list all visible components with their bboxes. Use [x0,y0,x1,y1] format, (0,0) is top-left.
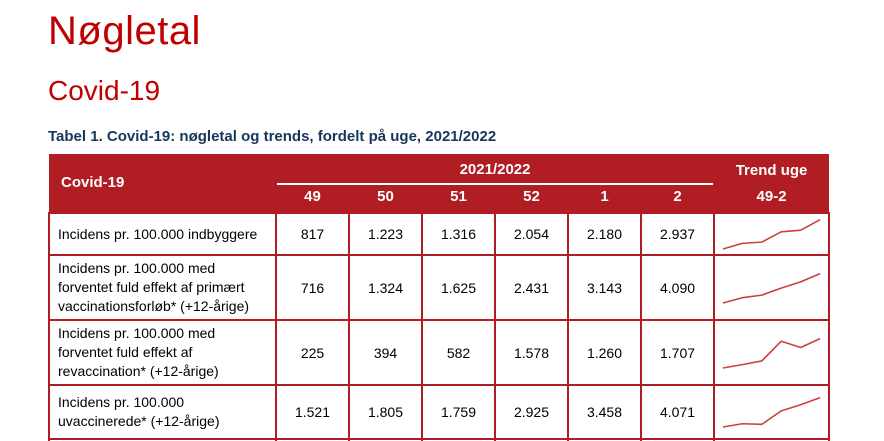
value-cell [275,438,350,441]
value-cell: 2.431 [494,254,569,322]
trend-sparkline [715,392,828,433]
table-row: Incidens pr. 100.000 uvaccinerede* (+12-… [48,384,831,441]
value-cell: 1.223 [348,211,423,257]
value-cell: 1.759 [421,384,496,441]
trend-sparkline-cell [713,211,831,257]
trend-sparkline-cell [713,319,831,387]
value-cell [494,438,569,441]
corner-header: Covid-19 [49,153,276,213]
value-cell: 2.054 [494,211,569,257]
value-cell: 2.925 [494,384,569,441]
table-row-partial [48,438,831,441]
value-cell: 4.090 [639,254,716,322]
value-cell: 2.180 [567,211,642,257]
value-cell [421,438,496,441]
table-row: Incidens pr. 100.000 med forventet fuld … [48,319,831,387]
table-header: Covid-19 2021/2022 Trend uge 49 50 51 52… [49,153,830,213]
week-header: 2 [641,186,715,213]
trend-sparkline [715,214,828,255]
week-header: 49 [276,186,349,213]
value-cell: 1.316 [421,211,496,257]
value-cell [639,438,716,441]
value-cell: 3.143 [567,254,642,322]
row-label: Incidens pr. 100.000 med forventet fuld … [48,319,277,387]
value-cell: 1.805 [348,384,423,441]
value-cell: 2.937 [639,211,716,257]
table-caption: Tabel 1. Covid-19: nøgletal og trends, f… [48,127,497,145]
trend-sparkline-cell [713,254,831,322]
row-label: Incidens pr. 100.000 med forventet fuld … [48,254,277,322]
trend-sparkline [715,333,828,374]
value-cell: 394 [348,319,423,387]
value-cell: 4.071 [639,384,716,441]
keyfigures-table: Covid-19 2021/2022 Trend uge 49 50 51 52… [48,153,831,441]
week-header: 50 [349,186,422,213]
value-cell: 1.578 [494,319,569,387]
row-label: Incidens pr. 100.000 uvaccinerede* (+12-… [48,384,277,441]
value-cell: 1.324 [348,254,423,322]
week-header: 51 [422,186,495,213]
row-label: Incidens pr. 100.000 indbyggere [48,211,277,257]
trend-sparkline-cell [713,384,831,441]
value-cell: 3.458 [567,384,642,441]
value-cell: 225 [275,319,350,387]
section-title: Covid-19 [48,75,161,106]
value-cell: 1.625 [421,254,496,322]
value-cell: 1.521 [275,384,350,441]
value-cell [348,438,423,441]
trend-sparkline-cell [713,438,831,441]
table-row: Incidens pr. 100.000 indbyggere 817 1.22… [48,211,831,257]
value-cell: 716 [275,254,350,322]
table-row: Incidens pr. 100.000 med forventet fuld … [48,254,831,322]
value-cell: 817 [275,211,350,257]
trend-range-header: 49-2 [714,186,830,213]
value-cell [567,438,642,441]
year-group-header: 2021/2022 [276,153,715,187]
week-header: 52 [495,186,568,213]
value-cell: 1.260 [567,319,642,387]
week-header: 1 [568,186,641,213]
value-cell: 1.707 [639,319,716,387]
year-group-label: 2021/2022 [277,155,714,186]
trend-sparkline [715,268,828,309]
value-cell: 582 [421,319,496,387]
row-label [48,438,277,441]
page-title: Nøgletal [48,9,201,53]
trend-header: Trend uge [714,153,830,187]
